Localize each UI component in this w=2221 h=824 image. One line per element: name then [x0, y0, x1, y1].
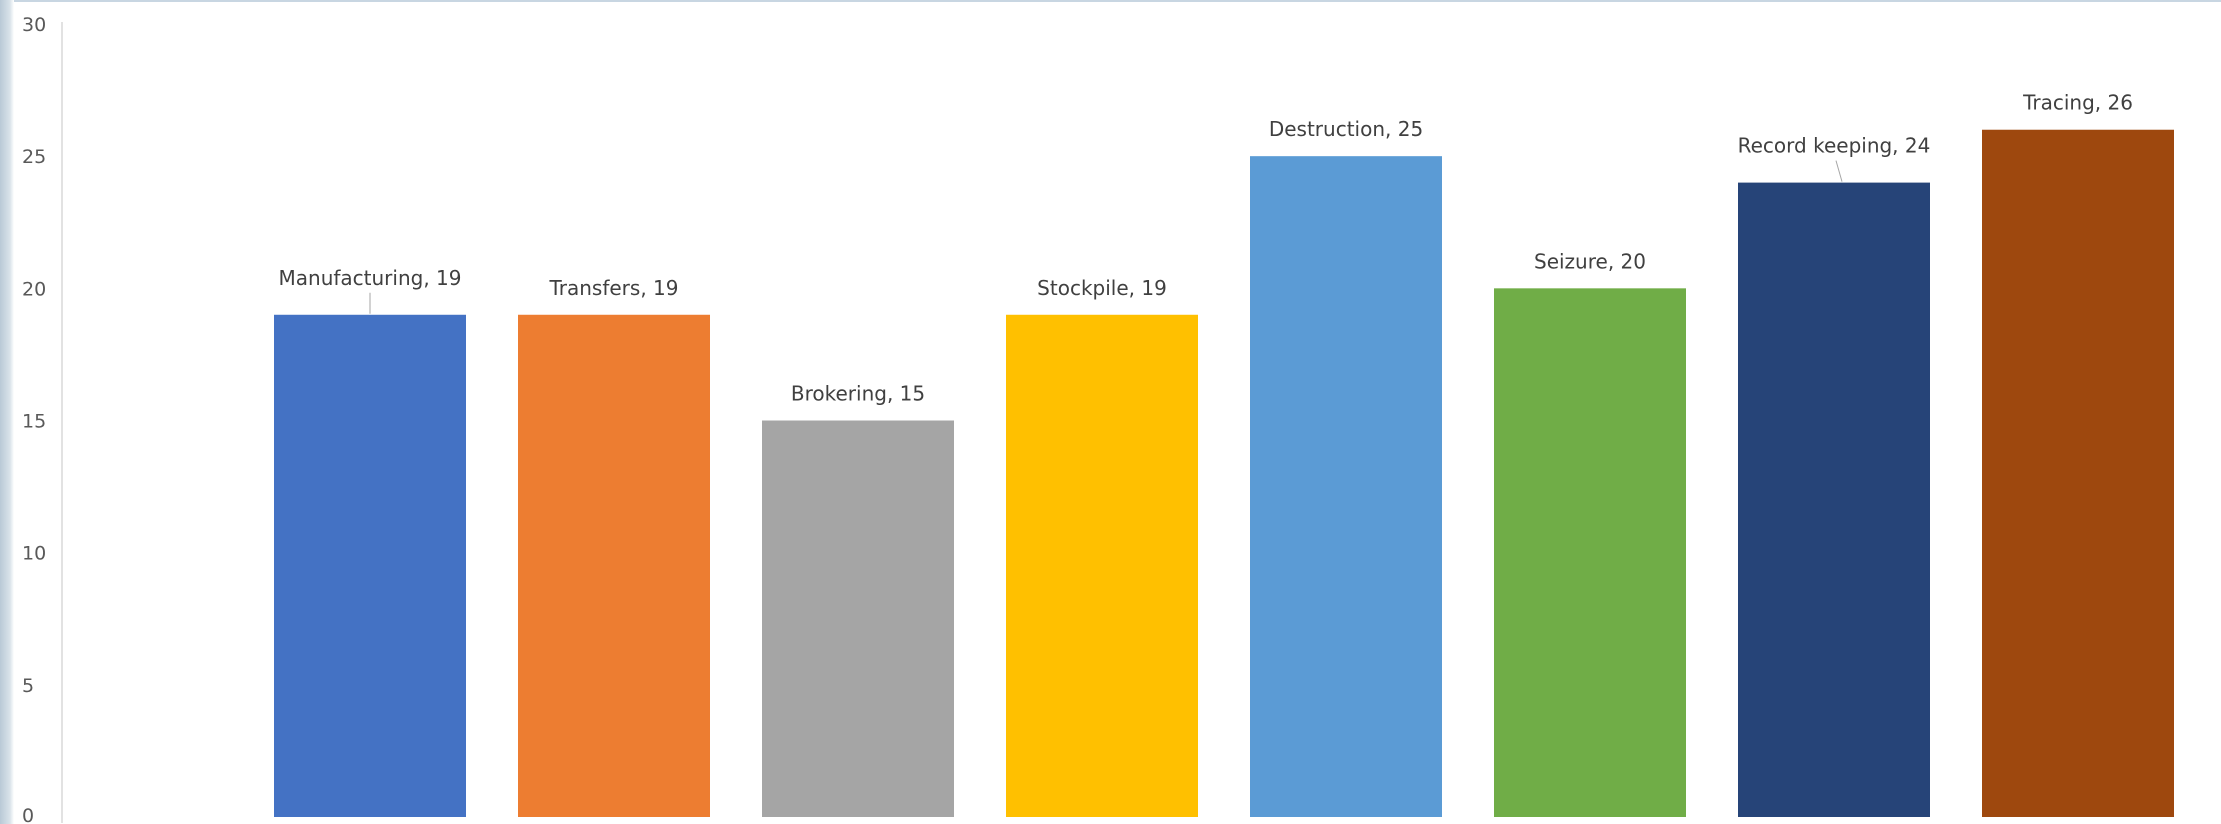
chart-area: 0 5 10 15 20 25 30 Manufacturing, 19 Transfers,…: [14, 0, 2221, 824]
bar-destruction: [1250, 156, 1442, 817]
bar-manufacturing: [274, 314, 466, 817]
data-label: Destruction, 25: [1269, 117, 1423, 141]
data-label: Tracing, 26: [2022, 91, 2133, 115]
data-label: Manufacturing, 19: [279, 266, 462, 290]
data-label: Stockpile, 19: [1037, 276, 1167, 300]
y-tick-label: 5: [22, 675, 34, 697]
bars: [274, 129, 2174, 818]
bar-chart: 0 5 10 15 20 25 30 Manufacturing, 19 Transfers,…: [22, 14, 2174, 824]
y-tick-label: 10: [22, 543, 46, 565]
y-tick-label: 30: [22, 14, 46, 36]
bar-record-keeping: [1738, 182, 1930, 818]
data-label: Record keeping, 24: [1738, 134, 1931, 158]
bar-seizure: [1494, 288, 1686, 817]
y-axis: 0 5 10 15 20 25 30: [22, 14, 63, 824]
data-label: Transfers, 19: [548, 276, 678, 300]
bar-transfers: [518, 314, 710, 817]
data-label: Seizure, 20: [1534, 249, 1646, 273]
y-tick-label: 15: [22, 411, 46, 433]
data-label: Brokering, 15: [791, 382, 925, 406]
data-label-leader-line: [1835, 160, 1843, 182]
bar-stockpile: [1006, 314, 1198, 817]
y-tick-label: 25: [22, 146, 46, 168]
bar-brokering: [762, 420, 954, 817]
data-labels: Manufacturing, 19 Transfers, 19 Brokering,…: [279, 91, 2133, 406]
y-tick-label: 20: [22, 278, 46, 300]
y-tick-label: 0: [22, 805, 34, 824]
bar-tracing: [1982, 129, 2174, 817]
